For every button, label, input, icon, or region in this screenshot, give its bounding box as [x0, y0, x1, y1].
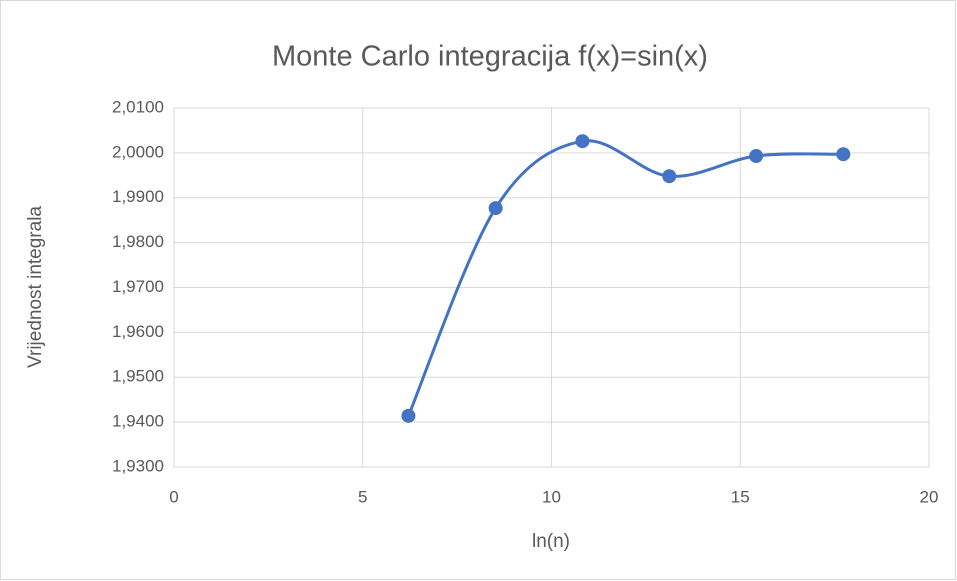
- x-tick-label: 15: [731, 487, 750, 506]
- y-tick-label: 1,9400: [112, 412, 164, 431]
- y-tick-label: 1,9700: [112, 277, 164, 296]
- y-tick-label: 1,9800: [112, 232, 164, 251]
- y-tick-label: 1,9500: [112, 367, 164, 386]
- data-point: [401, 408, 416, 423]
- data-point: [575, 134, 590, 149]
- chart-title: Monte Carlo integracija f(x)=sin(x): [272, 41, 708, 73]
- x-tick-label: 5: [358, 487, 367, 506]
- y-tick-label: 1,9300: [112, 456, 164, 475]
- data-point: [836, 147, 851, 162]
- x-tick-label: 20: [920, 487, 939, 506]
- y-axis-label: Vrijednost integrala: [25, 206, 46, 368]
- data-point: [662, 169, 677, 184]
- data-point: [488, 201, 503, 216]
- x-tick-label: 0: [169, 487, 178, 506]
- x-tick-label: 10: [542, 487, 561, 506]
- y-tick-label: 2,0100: [112, 97, 164, 116]
- data-point: [749, 149, 764, 164]
- y-tick-label: 1,9600: [112, 322, 164, 341]
- x-axis-label: ln(n): [532, 531, 570, 552]
- y-tick-label: 2,0000: [112, 142, 164, 161]
- y-tick-label: 1,9900: [112, 187, 164, 206]
